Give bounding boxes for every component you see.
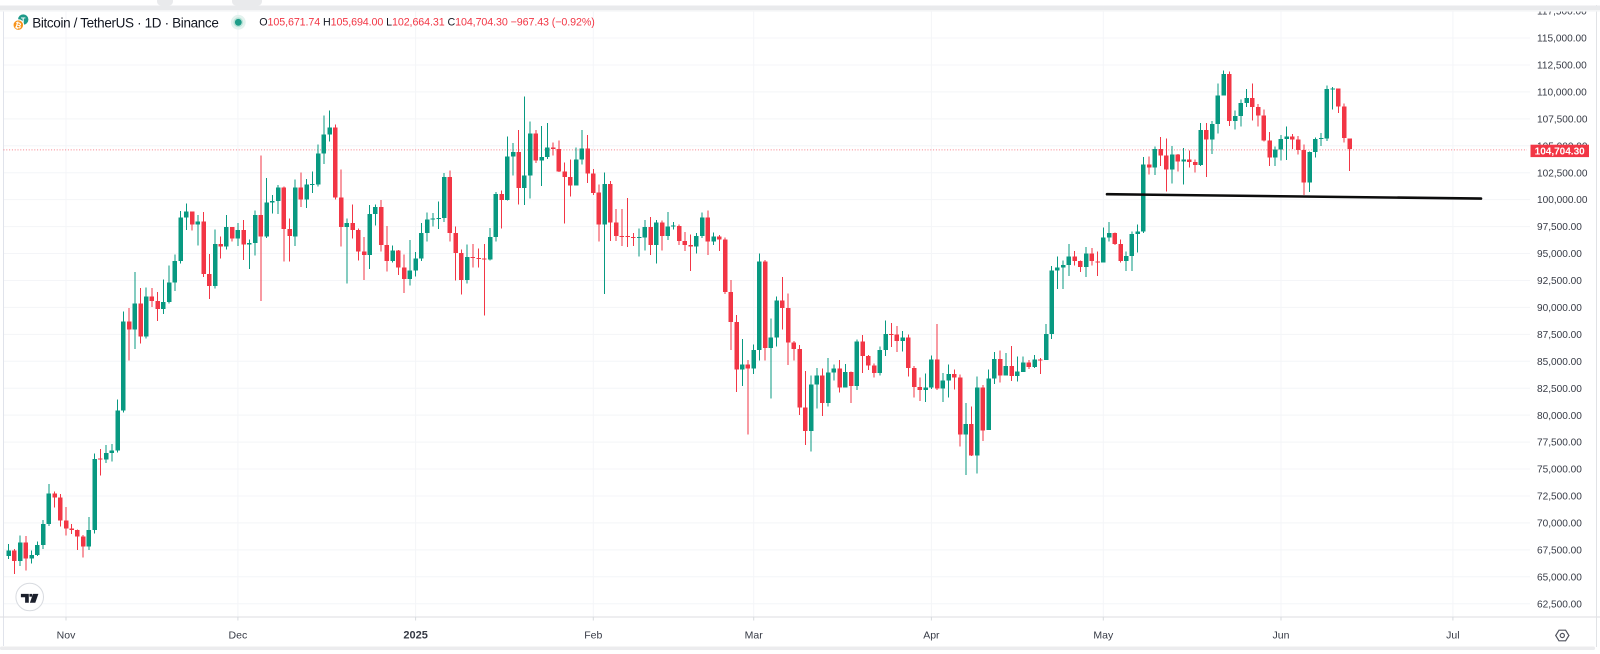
svg-text:100,000.00: 100,000.00 <box>1537 195 1588 206</box>
svg-text:110,000.00: 110,000.00 <box>1537 88 1587 99</box>
svg-text:75,000.00: 75,000.00 <box>1537 465 1582 476</box>
svg-text:95,000.00: 95,000.00 <box>1537 249 1582 260</box>
svg-text:70,000.00: 70,000.00 <box>1537 519 1582 530</box>
svg-text:Jun: Jun <box>1273 630 1290 642</box>
svg-text:90,000.00: 90,000.00 <box>1537 303 1582 314</box>
svg-text:77,500.00: 77,500.00 <box>1537 438 1582 449</box>
svg-text:67,500.00: 67,500.00 <box>1537 546 1582 557</box>
svg-text:80,000.00: 80,000.00 <box>1537 411 1582 422</box>
svg-text:May: May <box>1093 630 1114 642</box>
svg-text:104,704.30: 104,704.30 <box>1535 147 1585 158</box>
svg-text:87,500.00: 87,500.00 <box>1537 330 1582 341</box>
svg-text:102,500.00: 102,500.00 <box>1537 168 1588 179</box>
svg-text:2025: 2025 <box>403 630 427 642</box>
svg-text:Jul: Jul <box>1446 630 1459 642</box>
svg-text:₿: ₿ <box>14 20 23 30</box>
svg-text:97,500.00: 97,500.00 <box>1537 222 1582 233</box>
svg-text:65,000.00: 65,000.00 <box>1537 572 1582 583</box>
svg-text:Mar: Mar <box>745 630 764 642</box>
svg-text:115,000.00: 115,000.00 <box>1537 34 1587 45</box>
svg-text:92,500.00: 92,500.00 <box>1537 276 1582 287</box>
svg-text:Apr: Apr <box>923 630 940 642</box>
svg-text:82,500.00: 82,500.00 <box>1537 384 1582 395</box>
svg-text:107,500.00: 107,500.00 <box>1537 114 1588 125</box>
svg-text:Feb: Feb <box>584 630 602 642</box>
svg-text:112,500.00: 112,500.00 <box>1537 61 1587 72</box>
svg-text:Nov: Nov <box>57 630 76 642</box>
svg-text:T: T <box>21 15 26 24</box>
svg-text:72,500.00: 72,500.00 <box>1537 492 1582 503</box>
svg-text:117,500.00: 117,500.00 <box>1537 7 1587 18</box>
svg-text:62,500.00: 62,500.00 <box>1537 599 1582 610</box>
svg-text:Bitcoin / TetherUS · 1D · Bina: Bitcoin / TetherUS · 1D · Binance <box>32 16 218 31</box>
svg-text:Dec: Dec <box>229 630 248 642</box>
svg-text:O105,671.74 H105,694.00 L102,6: O105,671.74 H105,694.00 L102,664.31 C104… <box>259 17 594 29</box>
svg-text:85,000.00: 85,000.00 <box>1537 357 1582 368</box>
